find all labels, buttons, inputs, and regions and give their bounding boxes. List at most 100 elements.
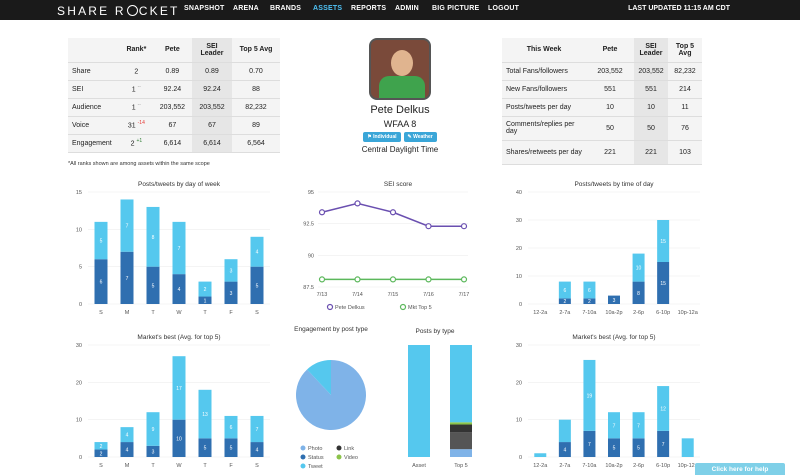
bar-segment-base[interactable] [172,274,186,304]
bar-segment-top[interactable] [146,206,160,267]
bar-segment-base[interactable] [608,295,620,304]
bar-segment-top[interactable] [224,415,238,439]
bar-segment[interactable] [450,432,472,450]
bar-segment[interactable] [450,345,472,423]
nav-logout[interactable]: LOGOUT [488,5,520,12]
data-point[interactable] [425,276,432,283]
bar-segment-base[interactable] [94,449,108,457]
nav-assets[interactable]: ASSETS [313,5,343,12]
bar-segment-base[interactable] [632,281,645,304]
bar-segment-top[interactable] [120,199,134,252]
bar-segment-base[interactable] [250,442,264,457]
bar-segment-top[interactable] [94,221,108,260]
bar-segment-top[interactable] [583,281,596,299]
nav-arena[interactable]: ARENA [233,5,259,12]
rank-value: 1 [131,104,136,112]
badge-weather[interactable]: ✎ Weather [403,132,437,142]
nav-snapshot[interactable]: SNAPSHOT [184,5,225,12]
week-header-label: This Week [502,38,586,63]
bar-label-top: 7 [178,246,181,252]
bar-segment-base[interactable] [608,438,620,457]
data-point[interactable] [389,276,397,283]
bar-segment[interactable] [450,422,472,425]
bar-label-top: 5 [100,239,103,245]
bar-segment-top[interactable] [657,386,670,431]
bar-segment[interactable] [450,424,472,433]
bar-segment-base[interactable] [224,438,238,457]
nav-reports[interactable]: REPORTS [351,5,387,12]
rank-row-top5: 88 [231,80,280,99]
bar-segment-top[interactable] [558,281,571,299]
data-point[interactable] [460,223,468,230]
bar-segment-base[interactable] [172,419,186,457]
bar-segment-base[interactable] [120,442,134,457]
bar-segment-base[interactable] [632,438,645,457]
bar-segment[interactable] [450,449,472,457]
data-point[interactable] [389,209,397,216]
nav-admin[interactable]: ADMIN [395,5,419,12]
bar-segment-top[interactable] [558,419,571,443]
bar-segment-base[interactable] [146,266,160,304]
bar-segment-base[interactable] [198,296,212,304]
bar-segment-base[interactable] [558,442,571,457]
week-row-leader: 10 [634,98,668,117]
y-tick-label: 10 [516,274,522,280]
data-point[interactable] [460,276,468,283]
rank-row-rank: 2 +1 [120,134,153,153]
rank-row-rank: 2 [120,62,153,81]
posts_tod-title: Posts/tweets by time of day [574,181,654,188]
bar-segment-top[interactable] [172,356,186,420]
nav-brands[interactable]: BRANDS [270,5,302,12]
bar-segment-top[interactable] [250,236,264,267]
chart-posts-dow: Posts/tweets by day of week05101565S77M5… [76,181,270,316]
profile-badges: ⚑ Individual ✎ Weather [290,132,510,142]
bar-segment-top[interactable] [224,259,238,282]
data-point[interactable] [354,200,361,207]
bar-segment-top[interactable] [172,221,186,275]
data-point[interactable] [318,276,326,283]
week-row-pete: 50 [586,116,634,141]
bar-segment-top[interactable] [583,359,596,431]
x-tick-label: 2-7a [559,310,571,316]
bar-segment-base[interactable] [657,262,670,304]
help-button[interactable]: Click here for help [695,463,785,475]
x-tick-label: Asset [412,463,426,469]
bar-segment-top[interactable] [198,281,212,297]
bar-segment-base[interactable] [120,251,134,304]
bar-segment-base[interactable] [94,259,108,304]
bar-segment-base[interactable] [558,298,571,304]
bar-segment-top[interactable] [120,427,134,443]
bar-label-base: 2 [100,451,103,457]
bar-segment-base[interactable] [583,430,596,457]
bar-segment-top[interactable] [146,412,160,446]
data-point[interactable] [425,223,432,230]
x-tick-label: F [229,463,233,469]
x-tick-label: 7/15 [388,292,399,298]
bar-segment-base[interactable] [224,281,238,304]
bar-segment-top[interactable] [632,253,645,282]
bar-segment-base[interactable] [198,438,212,457]
logo[interactable]: SHARE R CKET [57,4,180,18]
bar-segment-base[interactable] [146,445,160,457]
pie-slice[interactable] [307,360,331,395]
x-tick-label: 7-10a [582,463,597,469]
bar-segment-base[interactable] [583,298,596,304]
bar-segment-base[interactable] [250,266,264,304]
rank-table: Rank* Pete SEI Leader Top 5 Avg Share 2 … [68,38,280,153]
bar-segment-top[interactable] [632,412,645,439]
bar-segment-top[interactable] [681,438,694,457]
bar-segment-top[interactable] [94,442,108,450]
badge-individual[interactable]: ⚑ Individual [363,132,401,142]
bar-segment-top[interactable] [250,415,264,443]
bar-segment-top[interactable] [534,453,547,457]
bar-segment-base[interactable] [657,430,670,457]
data-point[interactable] [354,276,361,283]
sei-title: SEI score [384,181,413,188]
data-point[interactable] [318,209,326,216]
bar-segment-top[interactable] [198,389,212,439]
bar-segment-top[interactable] [657,220,670,262]
nav-big-picture[interactable]: BIG PICTURE [432,5,480,12]
bar-segment-top[interactable] [608,412,620,439]
rank-row-label: Audience [68,98,120,117]
bar-segment[interactable] [408,345,430,457]
